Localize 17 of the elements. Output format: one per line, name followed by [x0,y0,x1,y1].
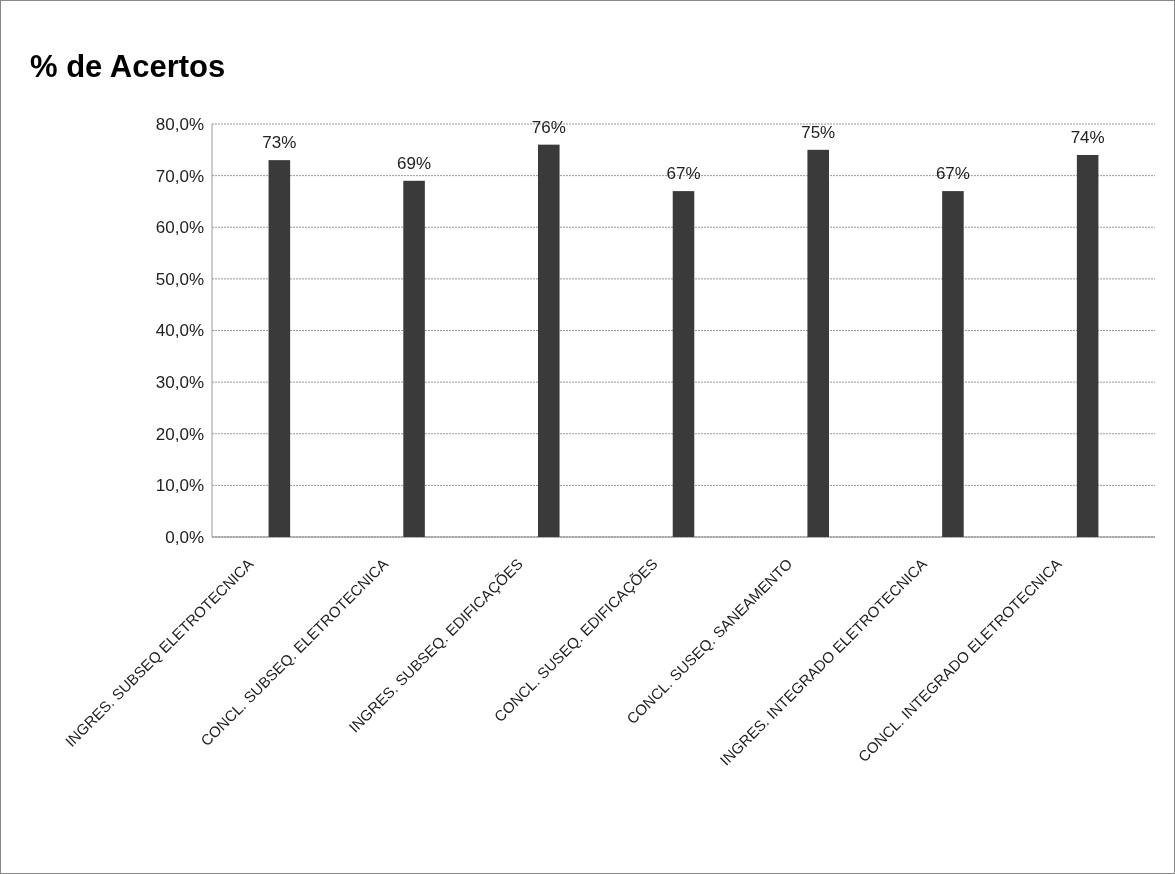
chart-title: % de Acertos [30,49,226,84]
y-tick-label: 80,0% [155,114,204,134]
data-label: 76% [531,117,566,137]
y-tick-label: 30,0% [155,373,204,393]
data-label: 75% [801,122,836,142]
data-label: 69% [397,153,432,173]
y-tick-label: 10,0% [155,476,204,496]
y-tick-label: 0,0% [165,527,204,547]
y-tick-label: 50,0% [155,269,204,289]
y-tick-label: 60,0% [155,218,204,238]
data-label: 73% [262,133,297,153]
data-label: 67% [935,164,970,184]
y-tick-label: 70,0% [155,166,204,186]
y-tick-label: 40,0% [155,321,204,341]
data-label: 67% [666,164,701,184]
y-tick-label: 20,0% [155,424,204,444]
data-label: 74% [1070,127,1105,147]
